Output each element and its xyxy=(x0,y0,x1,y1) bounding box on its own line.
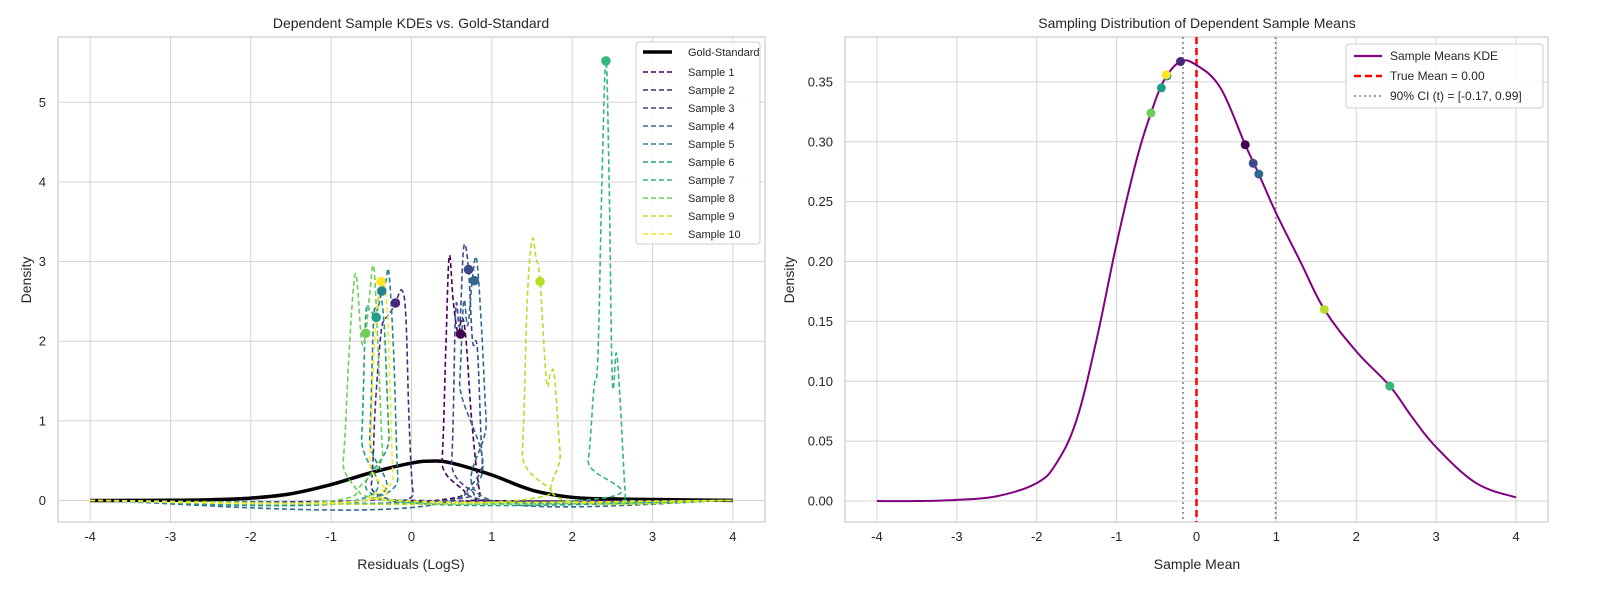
sample-mean-point xyxy=(455,329,466,339)
sample-mean-point xyxy=(1156,83,1166,93)
legend-sample-label: Sample 2 xyxy=(688,85,734,97)
x-tick-label: -1 xyxy=(1111,529,1123,544)
sample-mean-point xyxy=(360,328,371,339)
y-tick-label: 0.00 xyxy=(808,494,833,509)
x-tick-label: -4 xyxy=(871,529,883,544)
left-legend: Gold-Standard Sample 1 Sample 2 Sample 3 Sam… xyxy=(635,41,761,245)
left-legend-box xyxy=(635,41,761,245)
x-tick-label: 2 xyxy=(1353,529,1360,544)
y-tick-label: 0.30 xyxy=(808,134,833,149)
right-x-axis-label: Sample Mean xyxy=(1154,556,1240,572)
sample-mean-point xyxy=(1176,57,1186,67)
x-tick-label: -2 xyxy=(1031,529,1043,544)
legend-sample-label: Sample 9 xyxy=(688,211,734,223)
x-tick-label: 3 xyxy=(649,529,656,544)
y-tick-label: 0.05 xyxy=(808,434,833,449)
sample-mean-point xyxy=(376,286,387,296)
sample-mean-point xyxy=(535,276,545,287)
x-tick-label: -2 xyxy=(245,529,257,544)
x-tick-label: 0 xyxy=(408,529,415,544)
right-legend: Sample Means KDE True Mean = 0.00 90% CI… xyxy=(1345,43,1544,109)
right-legend-box xyxy=(1345,43,1544,109)
sample-mean-point xyxy=(1161,70,1171,80)
legend-sample-label: Sample 6 xyxy=(688,157,734,169)
sample-mean-point xyxy=(376,276,386,287)
legend-ci-label: 90% CI (t) = [-0.17, 0.99] xyxy=(1390,89,1522,103)
left-y-axis-label: Density xyxy=(18,257,34,304)
sample-mean-point xyxy=(1146,108,1156,118)
y-tick-label: 4 xyxy=(39,174,46,189)
x-tick-label: 3 xyxy=(1433,529,1440,544)
x-tick-label: 1 xyxy=(488,529,495,544)
left-x-axis-label: Residuals (LogS) xyxy=(357,556,464,572)
sample-mean-point xyxy=(1248,158,1258,168)
y-tick-label: 0.20 xyxy=(808,254,833,269)
right-chart-panel: -4 -3 -2 -1 0 1 2 3 4 0.00 0.05 0.10 0.15 0.20 0.25 0.3… xyxy=(781,15,1549,572)
x-tick-label: 4 xyxy=(729,529,736,544)
sample-mean-point xyxy=(1385,381,1395,391)
x-tick-label: -3 xyxy=(165,529,177,544)
sample-mean-point xyxy=(1254,169,1264,179)
sample-kde-line xyxy=(90,243,733,505)
left-chart-panel: -4 -3 -2 -1 0 1 2 3 4 0 1 2 3 4 5 Dependent Sample KDE… xyxy=(18,15,766,572)
y-tick-label: 1 xyxy=(39,413,46,428)
sample-mean-point xyxy=(601,56,611,66)
legend-true-mean-label: True Mean = 0.00 xyxy=(1390,69,1485,83)
sample-mean-point xyxy=(390,298,401,308)
sample-kde-line xyxy=(90,267,733,507)
x-tick-label: -1 xyxy=(325,529,337,544)
right-ticks: -4 -3 -2 -1 0 1 2 3 4 0.00 0.05 0.10 0.15 0.20 0.25 0.3… xyxy=(808,74,1520,544)
y-tick-label: 0.35 xyxy=(808,74,833,89)
right-y-axis-label: Density xyxy=(781,257,797,304)
left-ticks: -4 -3 -2 -1 0 1 2 3 4 0 1 2 3 4 5 xyxy=(39,95,737,544)
y-tick-label: 0.25 xyxy=(808,194,833,209)
x-tick-label: 0 xyxy=(1193,529,1200,544)
sample-mean-point xyxy=(463,264,474,275)
x-tick-label: -3 xyxy=(951,529,963,544)
x-tick-label: -4 xyxy=(84,529,96,544)
y-tick-label: 5 xyxy=(39,95,46,110)
legend-sample-label: Sample 8 xyxy=(688,193,734,205)
legend-sample-label: Sample 3 xyxy=(688,103,734,115)
gold-standard-line xyxy=(90,459,733,503)
sample-kde-line xyxy=(90,237,733,506)
legend-sample-label: Sample 1 xyxy=(688,67,734,79)
legend-sample-label: Sample 7 xyxy=(688,175,734,187)
sample-mean-point xyxy=(1240,140,1250,150)
legend-sample-label: Sample 5 xyxy=(688,139,734,151)
y-tick-label: 0.15 xyxy=(808,314,833,329)
right-chart-title: Sampling Distribution of Dependent Sampl… xyxy=(1038,15,1356,31)
left-marks xyxy=(90,56,733,511)
x-tick-label: 2 xyxy=(569,529,576,544)
sample-mean-point xyxy=(469,275,479,286)
y-tick-label: 2 xyxy=(39,334,46,349)
y-tick-label: 0 xyxy=(39,493,46,508)
legend-sample-label: Sample 10 xyxy=(688,229,741,241)
left-chart-title: Dependent Sample KDEs vs. Gold-Standard xyxy=(273,15,549,31)
sample-mean-point xyxy=(371,312,381,323)
legend-sample-label: Sample 4 xyxy=(688,121,734,133)
x-tick-label: 4 xyxy=(1512,529,1519,544)
sample-mean-point xyxy=(1319,304,1329,314)
x-tick-label: 1 xyxy=(1273,529,1280,544)
right-marks xyxy=(876,37,1517,522)
y-tick-label: 0.10 xyxy=(808,374,833,389)
legend-gold-standard-label: Gold-Standard xyxy=(688,47,760,59)
y-tick-label: 3 xyxy=(39,254,46,269)
legend-kde-label: Sample Means KDE xyxy=(1390,49,1498,63)
